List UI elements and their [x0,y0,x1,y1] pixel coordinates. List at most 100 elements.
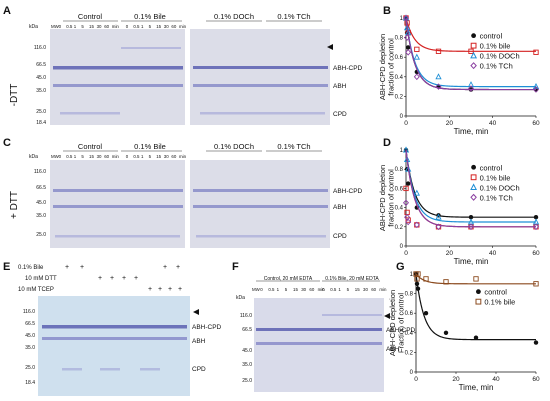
data-point [467,223,475,231]
plus-sign: + [65,264,69,271]
legend-label: 0.1% bile [480,42,511,51]
chart-b: 0 0.2 0.4 0.6 0.8 1 0 20 40 60 Time, min ABH-CPD de… [378,14,540,136]
data-point [404,213,411,221]
data-point [423,276,429,282]
data-point [468,48,474,54]
legend-marker [470,174,477,181]
panel-c-band-cpd: CPD [333,233,347,240]
data-point [473,335,479,340]
mw-marker-label: 116.0 [34,169,46,175]
mw-marker-label: 45.0 [25,333,35,339]
data-point [435,48,442,54]
legend-marker [471,164,476,170]
plus-sign: + [178,286,182,293]
mw-marker-label: 35.0 [25,345,35,351]
mw-marker-label: 116.0 [34,45,46,51]
y-axis-label: ABH-CPD depletionFraction of control [388,290,406,356]
lane-label: 0.5 [330,287,337,292]
panel-c-lane-header: MW 0 0.5 1 5 15 30 60 min 0 0.5 1 5 15 30 60 min [51,154,187,159]
lane-label: 60 [371,287,376,292]
lane-label: MW [252,287,261,292]
panel-c-group-tch: 0.1% TCh [277,142,310,151]
lane-label: 0 [59,24,62,29]
data-point [467,85,475,92]
gel-c-right [190,160,330,248]
data-point [405,45,411,50]
panel-a-group-bile: 0.1% Bile [134,12,166,21]
lane-label: 15 [89,24,94,29]
data-point [435,83,442,90]
legend-label: control [480,32,503,41]
y-axis-label: ABH-CPD depletionfraction of control [378,34,396,100]
legend-marker [470,193,477,201]
lane-label: 60 [104,154,109,159]
data-point [467,81,475,88]
data-point [443,330,449,335]
data-point [405,217,411,223]
panel-c-group-bile: 0.1% Bile [134,142,166,151]
panel-f: F kDa Control, 20 mM EDTA 0.1% Bile, 20 … [232,261,416,392]
panel-d: D 0 0.2 0.4 0.6 0.8 1 0 20 40 60 Time, min ABH-CPD … [378,137,540,266]
data-point [533,340,539,345]
x-tick-label: 0 [404,250,408,257]
mw-marker-label: 66.5 [242,327,252,333]
y-tick-label: 1 [400,16,404,22]
lane-label: min [112,24,120,29]
panel-c: C + DTT kDa Control 0.1% Bile 0.1% DOCh … [3,137,363,248]
lane-label: MW [51,24,60,29]
y-tick-label: 0.2 [395,225,404,231]
x-axis-label: Time, min [454,257,489,266]
lane-label: 5 [149,154,152,159]
panel-g: G 0 0.2 0.4 0.6 0.8 1 0 20 40 60 Time, min ABH-CPD … [388,261,540,392]
lane-label: 60 [104,24,109,29]
mw-marker-label: 25.0 [25,365,35,371]
x-axis-label: Time, min [454,127,489,136]
x-tick-label: 40 [489,120,497,127]
data-point [435,223,442,231]
lane-label: min [179,154,187,159]
panel-a: A -DTT kDa Control 0.1% Bile 0.1% DOCh 0… [3,5,363,126]
panel-e-band-abh: ABH [192,338,206,345]
panel-e-plus-signs: + + + + + + + + + + + + [65,264,182,293]
data-point [405,49,412,56]
lane-label: 0.5 [66,154,73,159]
data-point [415,271,421,277]
plus-sign: + [134,275,138,282]
lane-label: 15 [355,287,360,292]
mw-marker-label: 18.4 [25,380,35,386]
mw-marker-label: 116.0 [240,313,252,319]
panel-e: E 0.1% Bile 10 mM DTT 10 mM TCEP + + + ++ + +… [3,261,222,396]
data-point [414,276,420,282]
x-tick-label: 60 [532,250,540,257]
lane-label: 30 [97,154,102,159]
x-tick-label: 0 [404,120,408,127]
y-tick-label: 0.4 [405,331,414,337]
data-point [414,46,420,53]
mw-marker-label: 66.5 [36,185,46,191]
gel-a-left [50,29,185,125]
lane-label: 5 [285,287,288,292]
data-point [413,189,420,196]
plus-sign: + [168,286,172,293]
panel-f-band-abhcpd: ABH-CPD [386,327,416,334]
lane-label: 0.5 [133,24,140,29]
lane-label: 30 [97,24,102,29]
lane-label: 15 [293,287,298,292]
lane-label: 0.5 [133,154,140,159]
data-point [405,165,412,172]
lane-label: MW [51,154,60,159]
panel-a-band-abhcpd: ABH-CPD [333,65,363,72]
lane-label: 15 [156,154,161,159]
panel-b: B 0 0.2 0.4 0.6 0.8 1 0 20 40 60 Time, min ABH-CPD … [378,5,540,136]
panel-a-group-doch: 0.1% DOCh [214,12,254,21]
panel-g-letter: G [396,261,405,273]
x-tick-label: 60 [532,376,540,383]
mw-marker-label: 66.5 [25,321,35,327]
data-point [532,223,540,231]
x-tick-label: 40 [489,250,497,257]
panel-e-cond-dtt: 10 mM DTT [25,276,57,282]
plus-sign: + [98,275,102,282]
panel-e-letter: E [3,261,10,273]
lane-label: 30 [363,287,368,292]
